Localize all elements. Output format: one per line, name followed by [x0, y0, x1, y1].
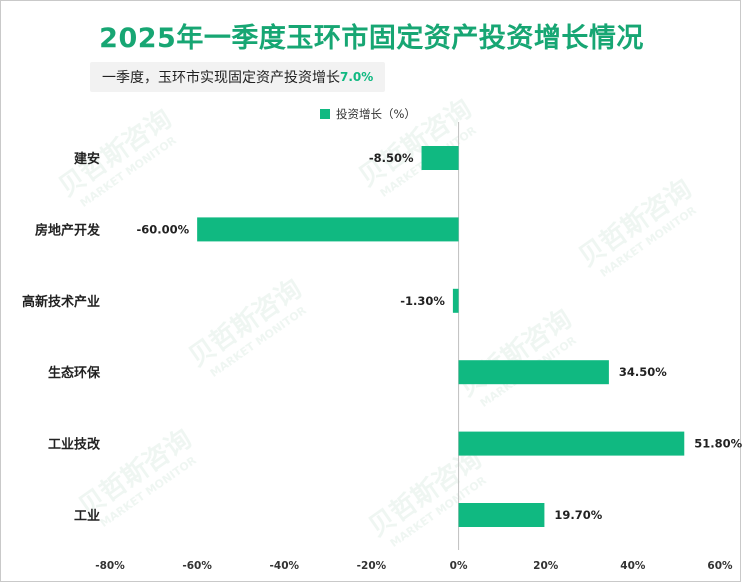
x-tick-label: -80% — [95, 560, 125, 572]
bar — [421, 146, 459, 170]
subtitle-value: 7.0% — [340, 70, 374, 84]
value-label: 51.80% — [694, 437, 742, 451]
legend-swatch — [320, 109, 330, 119]
x-tick-label: -20% — [357, 560, 387, 572]
value-label: -1.30% — [400, 294, 445, 308]
bar — [452, 288, 459, 313]
bar — [458, 360, 609, 385]
bar — [458, 431, 685, 456]
bar-layer — [197, 146, 685, 527]
x-tick-label: -40% — [270, 560, 300, 572]
x-tick-label: 20% — [533, 560, 559, 572]
subtitle-text: 一季度，玉环市实现固定资产投资增长 — [102, 70, 340, 86]
bar — [197, 217, 459, 242]
x-tick-label: 0% — [450, 560, 468, 572]
legend-label: 投资增长（%） — [336, 107, 416, 121]
category-label: 工业技改 — [48, 437, 101, 453]
category-label: 高新技术产业 — [22, 294, 100, 310]
chart-title: 2025年一季度玉环市固定资产投资增长情况 — [99, 23, 644, 54]
x-tick-label: -60% — [182, 560, 212, 572]
legend: 投资增长（%） — [320, 106, 416, 122]
value-labels: -8.50% -60.00% -1.30% 34.50% 51.80% 19.70% — [136, 151, 742, 522]
category-label: 建安 — [74, 151, 100, 167]
x-tick-label: 40% — [620, 560, 646, 572]
tick-labels: -80% -60% -40% -20% 0% 20% 40% 60% — [95, 560, 733, 572]
value-label: 34.50% — [619, 365, 667, 379]
value-label: -60.00% — [136, 222, 189, 236]
subtitle-box: 一季度，玉环市实现固定资产投资增长 7.0% — [90, 62, 386, 92]
bar — [458, 503, 545, 527]
category-label: 工业 — [74, 508, 100, 524]
category-label: 生态环保 — [48, 365, 101, 381]
x-tick-label: 60% — [707, 560, 733, 572]
value-label: 19.70% — [554, 508, 602, 522]
category-label: 房地产开发 — [35, 222, 101, 238]
value-label: -8.50% — [369, 151, 414, 165]
